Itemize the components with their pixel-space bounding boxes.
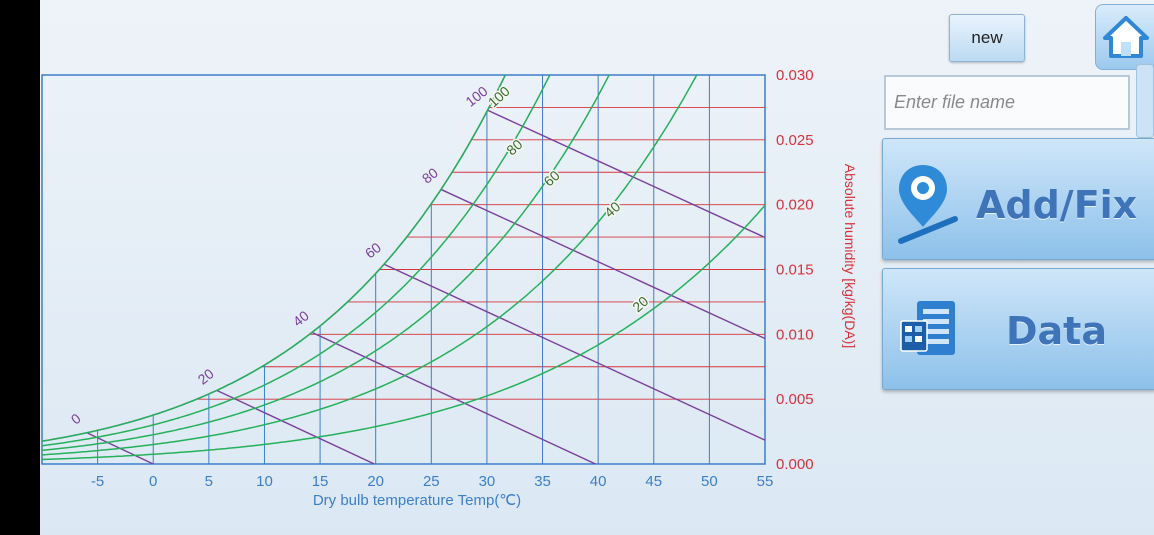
y-tick-label: 0.000 — [776, 456, 814, 473]
y-tick-label: 0.015 — [776, 262, 814, 279]
y-axis-title: Absolute humidity [kg/kg(DA)] — [842, 164, 858, 348]
file-name-input[interactable] — [884, 75, 1130, 130]
data-button[interactable]: Data — [882, 268, 1154, 390]
x-tick-label: 30 — [479, 473, 496, 490]
home-button[interactable] — [1095, 4, 1154, 70]
enthalpy-label: 80 — [419, 164, 441, 186]
rh-curve — [42, 75, 698, 456]
scrollbar[interactable] — [1136, 64, 1154, 138]
x-tick-label: 0 — [149, 473, 157, 490]
enthalpy-label: 0 — [68, 410, 84, 428]
rh-label: 60 — [541, 167, 563, 189]
data-label: Data — [1006, 309, 1107, 353]
x-tick-label: 5 — [205, 473, 213, 490]
y-tick-label: 0.005 — [776, 391, 814, 408]
x-tick-label: 50 — [701, 473, 718, 490]
enthalpy-line — [383, 263, 765, 441]
x-tick-label: 10 — [256, 473, 273, 490]
enthalpy-line — [216, 389, 375, 464]
y-tick-label: 0.020 — [776, 197, 814, 214]
y-tick-label: 0.010 — [776, 326, 814, 343]
spreadsheet-icon — [900, 301, 955, 355]
enthalpy-line — [440, 188, 765, 340]
enthalpy-line — [311, 331, 596, 464]
y-tick-label: 0.030 — [776, 67, 814, 84]
x-tick-label: 25 — [423, 473, 440, 490]
x-tick-label: 15 — [312, 473, 329, 490]
enthalpy-label: 20 — [195, 365, 217, 387]
y-tick-label: 0.025 — [776, 132, 814, 149]
rh-curve — [42, 75, 551, 447]
x-tick-label: 45 — [645, 473, 662, 490]
add-fix-label: Add/Fix — [976, 183, 1138, 227]
rh-curve — [42, 75, 610, 452]
x-tick-label: 40 — [590, 473, 607, 490]
x-tick-label: 55 — [757, 473, 774, 490]
rh-curve — [42, 204, 765, 461]
map-pin-edit-icon — [898, 165, 958, 244]
saturation-line — [42, 75, 507, 442]
add-fix-button[interactable]: Add/Fix — [882, 138, 1154, 260]
x-axis-title: Dry bulb temperature Temp(℃) — [313, 492, 521, 509]
enthalpy-label: 60 — [362, 239, 384, 261]
x-tick-label: -5 — [91, 473, 104, 490]
x-tick-label: 20 — [367, 473, 384, 490]
enthalpy-line — [487, 109, 765, 239]
rh-label: 40 — [601, 198, 623, 220]
rh-curve — [42, 75, 507, 442]
left-black-bar — [0, 0, 40, 535]
psychrometric-chart: 020406080100204060801000.0000.0050.0100.… — [41, 67, 858, 509]
home-icon — [1102, 16, 1149, 58]
x-tick-label: 35 — [534, 473, 551, 490]
new-button[interactable]: new — [949, 14, 1025, 62]
enthalpy-label: 40 — [290, 307, 312, 329]
